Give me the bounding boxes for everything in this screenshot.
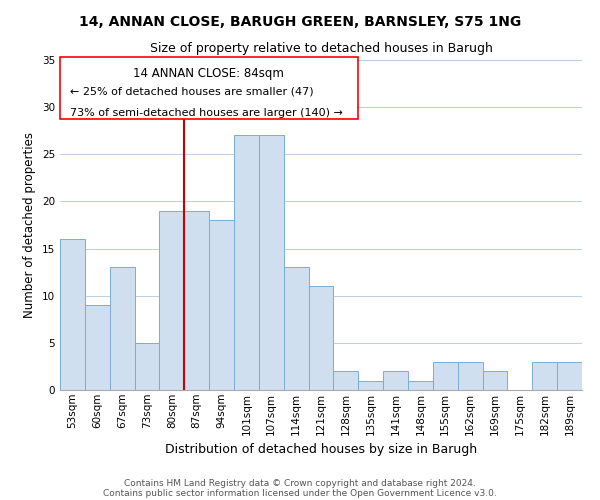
FancyBboxPatch shape xyxy=(60,56,358,120)
Bar xyxy=(110,268,134,390)
Bar xyxy=(284,268,308,390)
Text: Contains HM Land Registry data © Crown copyright and database right 2024.: Contains HM Land Registry data © Crown c… xyxy=(124,478,476,488)
Bar xyxy=(259,136,284,390)
Bar xyxy=(334,371,358,390)
Bar xyxy=(482,371,508,390)
Bar xyxy=(458,362,482,390)
Bar xyxy=(433,362,458,390)
Bar xyxy=(234,136,259,390)
Bar xyxy=(557,362,582,390)
Title: Size of property relative to detached houses in Barugh: Size of property relative to detached ho… xyxy=(149,42,493,54)
Bar xyxy=(160,211,184,390)
Bar xyxy=(532,362,557,390)
Bar xyxy=(383,371,408,390)
Y-axis label: Number of detached properties: Number of detached properties xyxy=(23,132,37,318)
Bar xyxy=(85,305,110,390)
X-axis label: Distribution of detached houses by size in Barugh: Distribution of detached houses by size … xyxy=(165,443,477,456)
Bar xyxy=(408,380,433,390)
Text: 14, ANNAN CLOSE, BARUGH GREEN, BARNSLEY, S75 1NG: 14, ANNAN CLOSE, BARUGH GREEN, BARNSLEY,… xyxy=(79,15,521,29)
Bar xyxy=(60,239,85,390)
Text: ← 25% of detached houses are smaller (47): ← 25% of detached houses are smaller (47… xyxy=(70,86,314,97)
Bar xyxy=(134,343,160,390)
Text: 73% of semi-detached houses are larger (140) →: 73% of semi-detached houses are larger (… xyxy=(70,108,343,118)
Text: 14 ANNAN CLOSE: 84sqm: 14 ANNAN CLOSE: 84sqm xyxy=(133,66,284,80)
Bar xyxy=(209,220,234,390)
Text: Contains public sector information licensed under the Open Government Licence v3: Contains public sector information licen… xyxy=(103,488,497,498)
Bar xyxy=(184,211,209,390)
Bar xyxy=(308,286,334,390)
Bar xyxy=(358,380,383,390)
